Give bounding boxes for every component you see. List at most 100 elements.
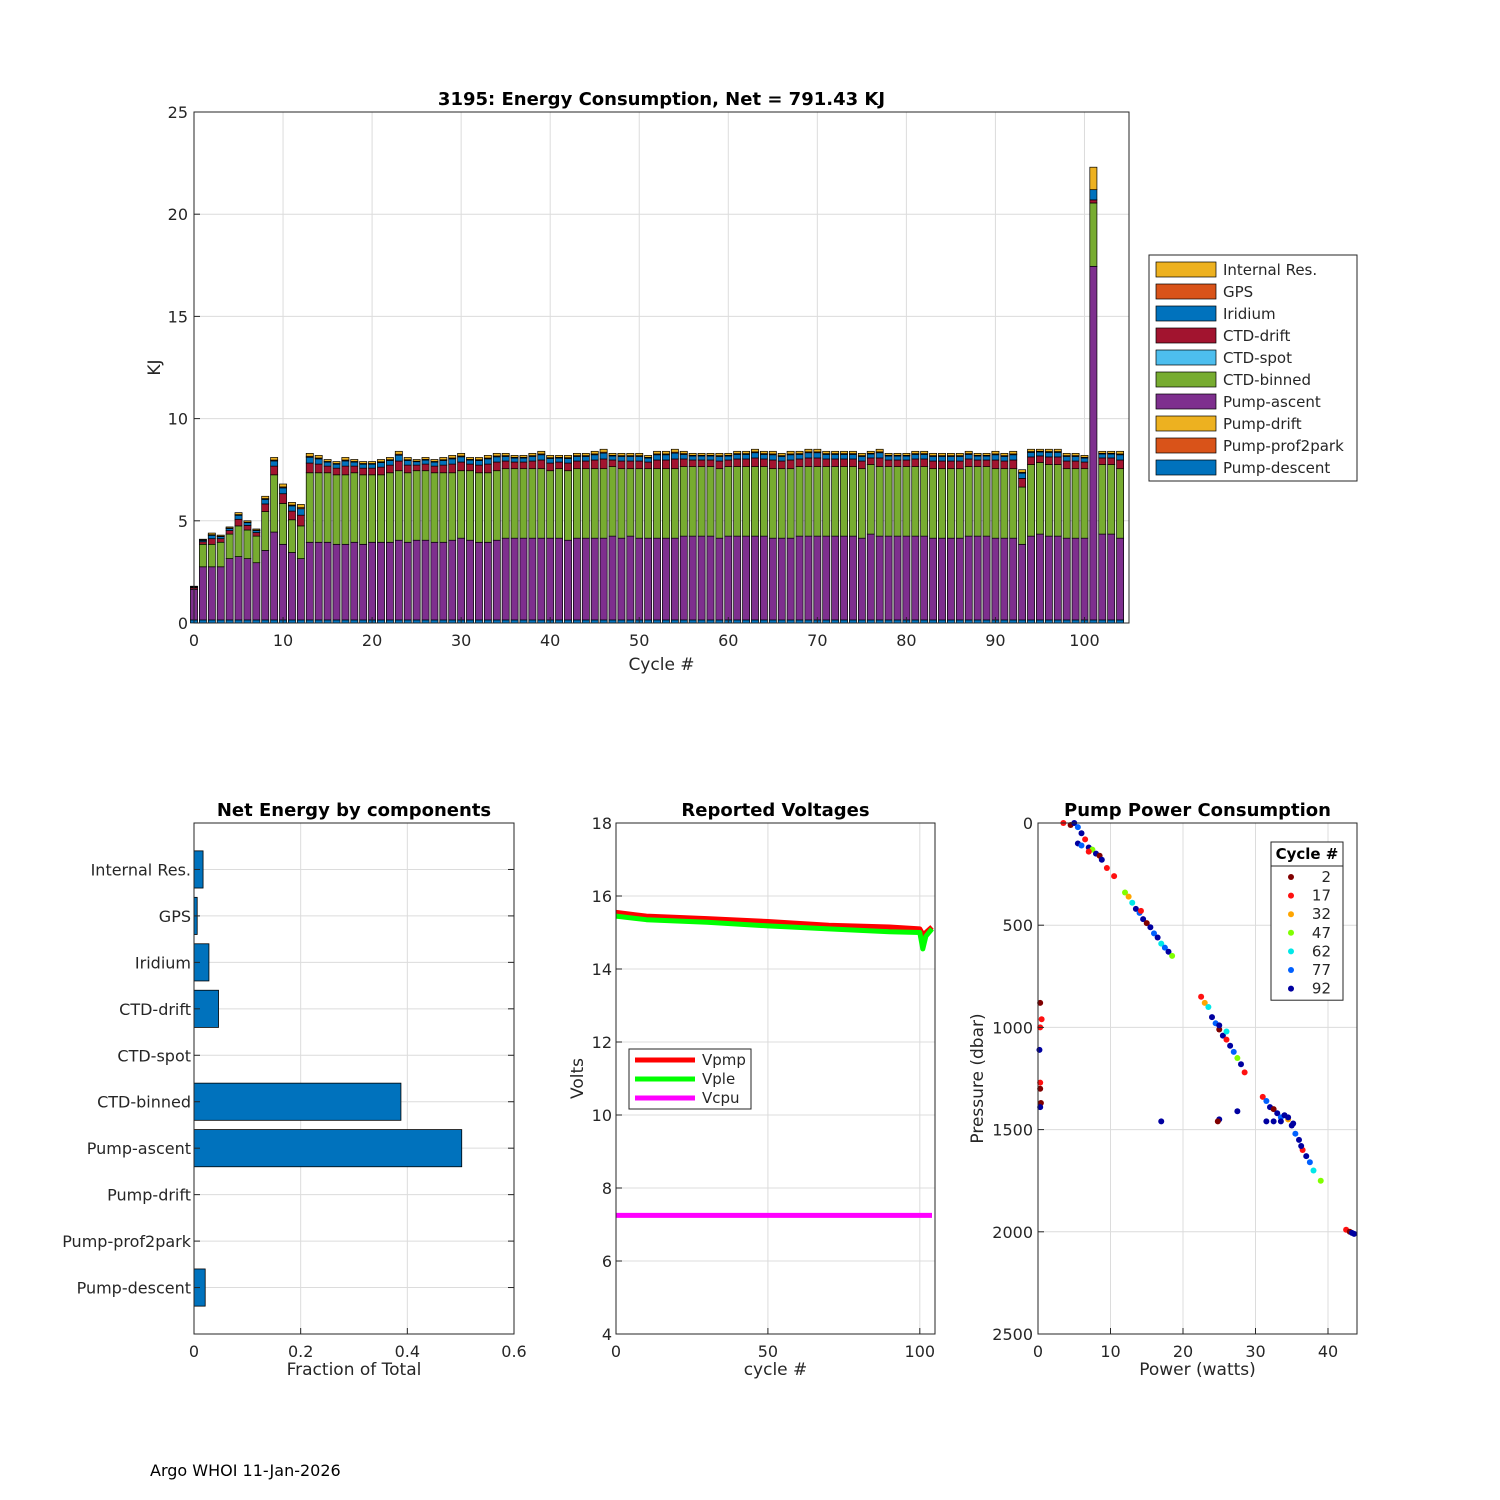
energy-bar-segment bbox=[207, 543, 216, 568]
energy-bar-segment bbox=[688, 535, 697, 621]
energy-bar-segment bbox=[831, 450, 840, 454]
energy-bar-segment bbox=[706, 466, 715, 537]
energy-bar-segment bbox=[964, 466, 973, 537]
energy-bar-segment bbox=[786, 459, 795, 470]
energy-bar-segment bbox=[893, 535, 902, 621]
energy-bar-segment bbox=[572, 537, 581, 621]
pump-point bbox=[1140, 916, 1147, 923]
energy-bar-segment bbox=[394, 539, 403, 621]
energy-bar-segment bbox=[706, 459, 715, 467]
energy-bar-segment bbox=[377, 474, 385, 543]
energy-bar-segment bbox=[377, 541, 385, 621]
energy-bar-segment bbox=[822, 454, 831, 460]
energy-ytick-label: 5 bbox=[178, 512, 188, 531]
energy-bar-segment bbox=[653, 454, 661, 461]
components-category-label: CTD-drift bbox=[119, 1000, 191, 1019]
components-xtick-label: 0 bbox=[189, 1342, 199, 1361]
energy-bar-segment bbox=[581, 452, 590, 456]
energy-legend-label: CTD-spot bbox=[1223, 349, 1292, 367]
energy-bar-segment bbox=[911, 535, 920, 621]
energy-bar-segment bbox=[608, 466, 617, 537]
energy-bar-segment bbox=[394, 470, 403, 541]
energy-bar-segment bbox=[973, 452, 982, 456]
energy-bar-segment bbox=[751, 457, 759, 467]
energy-bar-segment bbox=[483, 541, 492, 621]
energy-bar-segment bbox=[1009, 459, 1018, 470]
energy-bar-segment bbox=[662, 468, 670, 539]
energy-bar-segment bbox=[1053, 464, 1062, 537]
pump-legend-marker bbox=[1288, 967, 1294, 973]
energy-bar-segment bbox=[599, 448, 608, 453]
energy-bar-segment bbox=[537, 468, 546, 539]
energy-bar-segment bbox=[394, 450, 403, 455]
energy-bar-segment bbox=[857, 456, 866, 462]
energy-ytick-label: 20 bbox=[168, 205, 188, 224]
energy-legend-label: Pump-descent bbox=[1223, 459, 1330, 477]
energy-bar-segment bbox=[377, 462, 385, 468]
energy-bar-segment bbox=[341, 465, 350, 476]
energy-bar-segment bbox=[483, 463, 492, 474]
pump-point bbox=[1214, 1118, 1221, 1125]
pump-point bbox=[1201, 999, 1208, 1006]
energy-bar-segment bbox=[483, 458, 492, 465]
pump-xtick-label: 20 bbox=[1173, 1342, 1193, 1361]
energy-bar-segment bbox=[1000, 537, 1009, 621]
energy-bar-segment bbox=[804, 457, 813, 467]
pump-ytick-label: 2500 bbox=[992, 1325, 1033, 1344]
energy-bar-segment bbox=[475, 460, 483, 466]
energy-bar-segment bbox=[991, 537, 1000, 621]
energy-xtick-label: 40 bbox=[540, 631, 560, 650]
energy-bar-segment bbox=[1062, 456, 1071, 462]
energy-ytick-label: 25 bbox=[168, 103, 188, 122]
energy-bar-segment bbox=[795, 535, 804, 621]
energy-bar-segment bbox=[439, 541, 448, 621]
pump-ytick-label: 1500 bbox=[992, 1121, 1033, 1140]
energy-bar-segment bbox=[831, 454, 840, 460]
energy-ytick-label: 10 bbox=[168, 410, 188, 429]
energy-bar-segment bbox=[1044, 451, 1053, 458]
energy-bar-segment bbox=[501, 537, 510, 621]
energy-bar-segment bbox=[768, 468, 777, 539]
components-xtick-label: 0.6 bbox=[501, 1342, 526, 1361]
energy-bar-segment bbox=[546, 470, 555, 539]
energy-bar-segment bbox=[421, 457, 430, 460]
energy-bar-segment bbox=[938, 456, 946, 462]
pump-point bbox=[1317, 1177, 1324, 1184]
energy-bar-segment bbox=[234, 518, 243, 527]
energy-bar-segment bbox=[1080, 468, 1089, 539]
energy-bar-segment bbox=[786, 450, 795, 455]
energy-xtick-label: 0 bbox=[189, 631, 199, 650]
energy-bar-segment bbox=[1009, 454, 1018, 461]
energy-bar-segment bbox=[875, 448, 884, 453]
energy-bar-segment bbox=[644, 537, 653, 621]
energy-bar-segment bbox=[412, 464, 421, 472]
energy-bar-segment bbox=[1027, 535, 1035, 621]
energy-bar-segment bbox=[1116, 537, 1125, 621]
energy-bar-segment bbox=[314, 455, 323, 459]
energy-axes-box bbox=[193, 111, 1130, 624]
energy-bar-segment bbox=[982, 459, 991, 467]
energy-bar-segment bbox=[466, 470, 474, 541]
energy-bar-segment bbox=[1000, 468, 1009, 539]
energy-bar-segment bbox=[305, 541, 314, 621]
energy-bar-segment bbox=[483, 455, 492, 459]
energy-bar-segment bbox=[572, 452, 581, 456]
net-energy-components-chart: 0 0.2 0.4 0.6 Internal Res. GPS Iridium CTD-dri… bbox=[62, 800, 527, 1380]
pump-point bbox=[1078, 842, 1085, 849]
energy-bar-segment bbox=[359, 474, 368, 545]
energy-bar-segment bbox=[938, 537, 946, 621]
pump-point bbox=[1223, 1028, 1230, 1035]
energy-bar-segment bbox=[929, 468, 938, 539]
energy-bar-segment bbox=[1053, 451, 1062, 458]
energy-bar-segment bbox=[715, 537, 724, 621]
pump-ytick-label: 500 bbox=[1002, 916, 1033, 935]
energy-bar-segment bbox=[341, 460, 350, 467]
energy-bar-segment bbox=[314, 458, 323, 465]
energy-bar-segment bbox=[1116, 459, 1125, 470]
energy-bar-segment bbox=[849, 535, 857, 621]
energy-bar-segment bbox=[296, 558, 305, 621]
energy-bar-segment bbox=[385, 464, 394, 474]
energy-bar-segment bbox=[688, 466, 697, 537]
energy-bar-segment bbox=[929, 452, 938, 456]
energy-bar-segment bbox=[288, 505, 296, 512]
